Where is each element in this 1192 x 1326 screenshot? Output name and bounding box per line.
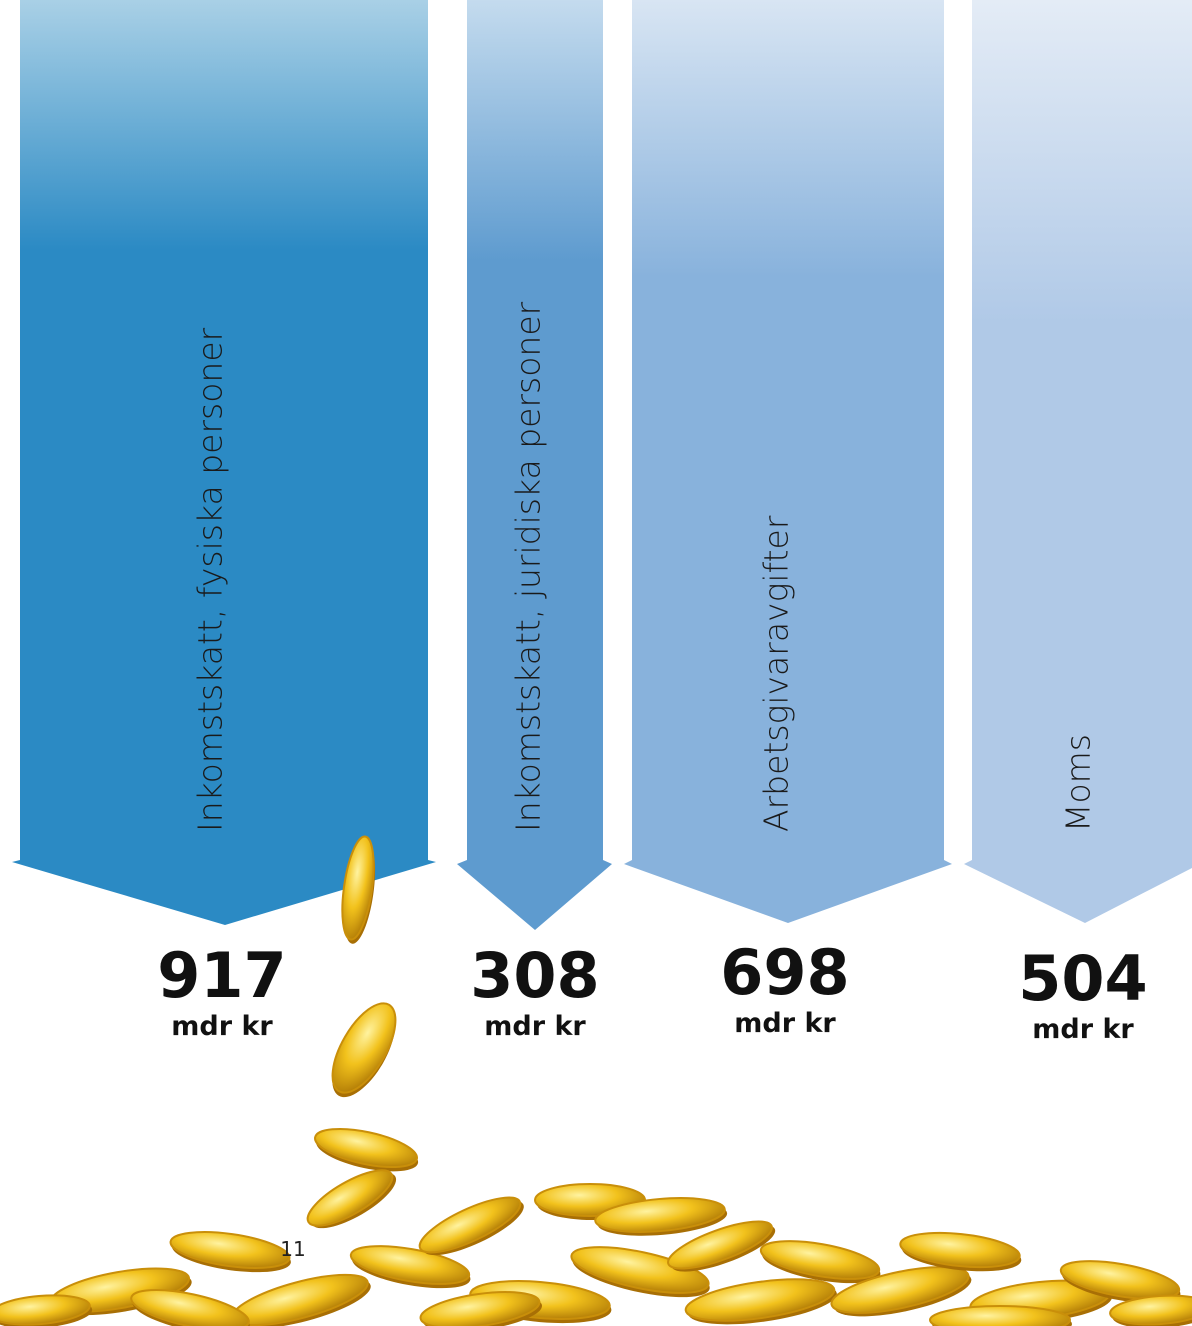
column-label: Moms (1059, 734, 1098, 832)
coin (413, 1187, 526, 1262)
unit: mdr kr (171, 1011, 273, 1042)
unit: mdr kr (1032, 1014, 1134, 1045)
column-label: Arbetsgivaravgifter (757, 515, 796, 832)
unit: mdr kr (734, 1008, 836, 1039)
value: 917 (157, 939, 286, 1012)
unit: mdr kr (484, 1011, 586, 1042)
coin (300, 1160, 399, 1236)
value: 308 (470, 939, 599, 1012)
coin (899, 1228, 1022, 1272)
column-label: Inkomstskatt, juridiska personer (509, 301, 548, 832)
coin (930, 1306, 1070, 1326)
page-number: 11 (280, 1237, 305, 1261)
arrows (12, 0, 1192, 930)
value: 698 (720, 936, 849, 1009)
coin (168, 1226, 291, 1274)
value: 504 (1018, 942, 1147, 1015)
column-label: Inkomstskatt, fysiska personer (191, 327, 230, 832)
infographic: 11 Inkomstskatt, fysiska personer917mdr … (0, 0, 1192, 1326)
coin (228, 1264, 373, 1326)
